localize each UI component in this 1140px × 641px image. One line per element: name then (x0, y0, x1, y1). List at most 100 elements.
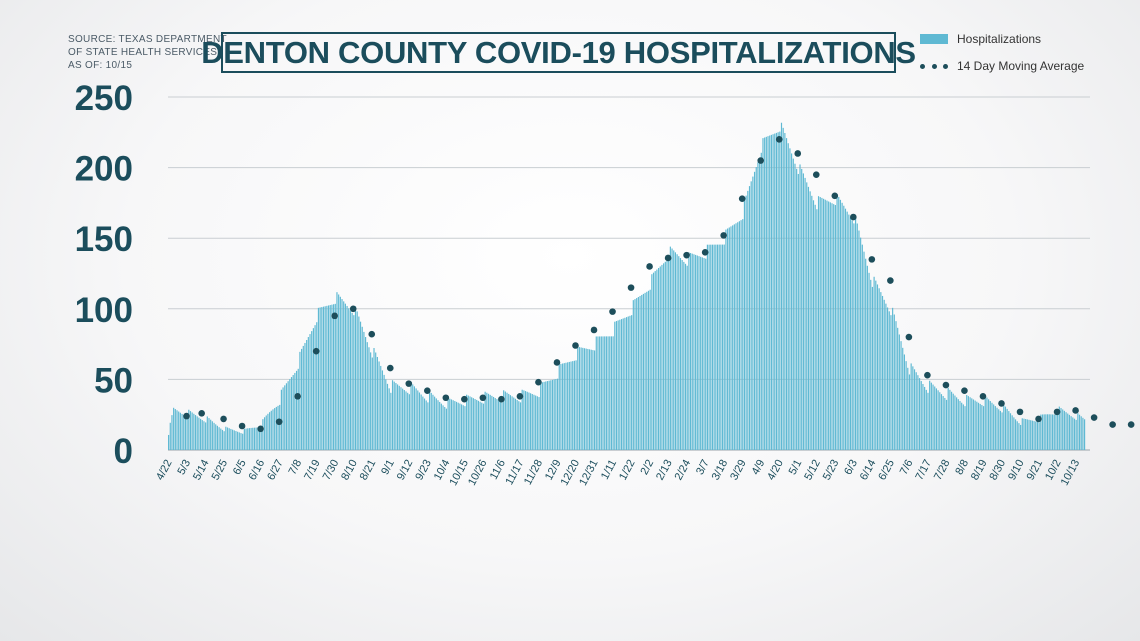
hospitalization-bar (693, 254, 695, 450)
hospitalization-bar (922, 383, 924, 450)
hospitalization-bar (831, 203, 833, 450)
hospitalization-bar (1028, 419, 1030, 450)
hospitalization-bar (425, 400, 427, 450)
hospitalization-bar (538, 397, 540, 450)
hospitalization-bar (290, 377, 293, 450)
hospitalization-bar (865, 258, 867, 450)
hospitalization-bar (536, 396, 538, 450)
hospitalization-bar (787, 143, 789, 450)
hospitalization-bar (349, 310, 352, 450)
hospitalization-bar (173, 407, 175, 450)
moving-average-dot (905, 333, 913, 341)
hospitalization-bar (225, 426, 227, 450)
hospitalization-bar (875, 280, 877, 450)
hospitalization-bar (274, 408, 276, 450)
hospitalization-bar (878, 288, 880, 450)
hospitalization-bar (390, 392, 392, 450)
moving-average-dot (294, 393, 301, 400)
hospitalization-bar (982, 406, 985, 450)
hospitalization-bar (848, 214, 850, 450)
hospitalization-bar (935, 388, 938, 450)
hospitalization-bar (427, 402, 429, 450)
hospitalization-bar (405, 391, 407, 450)
x-tick-label: 1/11 (599, 458, 619, 482)
hospitalization-bar (727, 228, 729, 450)
hospitalization-bar (777, 132, 779, 450)
hospitalization-bar (663, 263, 665, 450)
hospitalization-bar (508, 393, 510, 450)
hospitalization-bar (423, 398, 426, 450)
hospitalization-bar (807, 186, 810, 450)
chart-title-box: DENTON COUNTY COVID-19 HOSPITALIZATIONS (201, 32, 916, 73)
hospitalization-bar (718, 244, 720, 450)
hospitalization-bar (307, 337, 309, 450)
hospitalization-bar (775, 132, 778, 450)
hospitalization-bar (295, 370, 298, 450)
hospitalization-bar (1020, 424, 1022, 450)
hospitalization-bar (1003, 404, 1005, 450)
hospitalization-bar (590, 349, 592, 450)
hospitalization-bar (492, 396, 495, 450)
hospitalization-bar (457, 402, 459, 450)
hospitalization-bar (407, 392, 409, 450)
hospitalization-bar (984, 395, 986, 450)
hospitalization-bar (326, 305, 328, 450)
hospitalization-bar (585, 348, 587, 450)
hospitalization-bar (516, 399, 518, 450)
hospitalization-bar (950, 391, 953, 450)
x-tick-label: 12/31 (577, 458, 601, 488)
hospitalization-bar (422, 396, 424, 450)
hospitalization-bar (178, 411, 180, 450)
y-tick-label: 250 (75, 79, 133, 118)
hospitalization-bar (272, 409, 274, 450)
hospitalization-bar (695, 254, 697, 450)
hospitalization-bar (378, 361, 380, 450)
moving-average-dot (720, 232, 727, 239)
hospitalization-bar (484, 391, 486, 450)
hospitalization-bar (1011, 415, 1013, 450)
hospitalization-bar (1080, 416, 1082, 450)
hospitalization-bar (594, 350, 596, 450)
hospitalization-bar (314, 325, 316, 450)
hospitalization-bar (218, 427, 220, 450)
hospitalization-bar (487, 393, 490, 450)
hospitalization-bar (356, 311, 358, 450)
moving-average-dot (1127, 421, 1135, 428)
hospitalization-bar (398, 385, 400, 450)
hospitalization-bar (250, 427, 252, 450)
hospitalization-bar (297, 368, 299, 450)
x-tick-label: 7/30 (321, 458, 342, 483)
hospitalization-bar (408, 394, 410, 450)
hospitalization-bar (732, 225, 734, 450)
moving-average-dot (405, 380, 413, 387)
hospitalization-bar (676, 254, 678, 450)
hospitalization-bar (944, 397, 946, 450)
hospitalization-bar (299, 351, 301, 450)
hospitalization-bar (905, 361, 907, 450)
hospitalization-bar (238, 432, 240, 450)
hospitalization-bar (499, 401, 501, 450)
hospitalization-bar (327, 305, 330, 450)
hospitalization-bar (737, 222, 739, 450)
hospitalization-bar (289, 379, 291, 450)
hospitalization-bar (624, 317, 626, 450)
hospitalization-bar (462, 405, 464, 450)
hospitalization-bar (998, 409, 1000, 450)
hospitalization-bar (279, 404, 281, 450)
hospitalization-bar (466, 394, 468, 450)
hospitalization-bar (587, 348, 589, 450)
hospitalization-bar (632, 300, 634, 450)
hospitalization-bar (659, 266, 661, 450)
moving-average-dot (683, 251, 690, 259)
hospitalization-bar (403, 390, 405, 450)
hospitalization-bar (959, 400, 961, 450)
hospitalization-bar (1004, 406, 1007, 450)
x-tick-label: 4/22 (154, 458, 175, 483)
moving-average-dot (627, 284, 635, 291)
hospitalization-bar (700, 256, 702, 450)
hospitalization-bar (1006, 408, 1008, 450)
hospitalization-bar (797, 173, 799, 451)
chart-title: DENTON COUNTY COVID-19 HOSPITALIZATIONS (201, 34, 916, 70)
hospitalization-bar (755, 167, 757, 451)
hospitalization-bar (504, 391, 506, 450)
